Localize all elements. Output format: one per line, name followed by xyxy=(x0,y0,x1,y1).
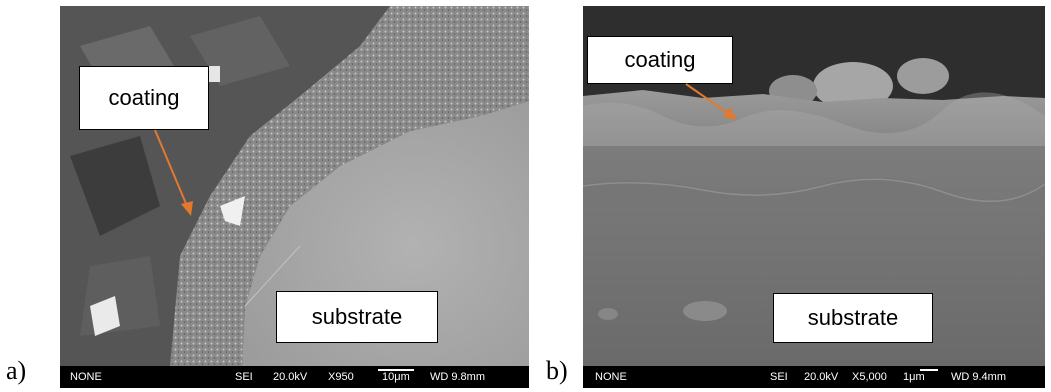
panel-b-letter: b) xyxy=(546,356,568,385)
substrate-label-b: substrate xyxy=(773,293,933,343)
info-bar-b: NONE SEI 20.0kV X5,000 1μm WD 9.4mm xyxy=(583,366,1045,388)
detector-label: SEI xyxy=(235,371,253,383)
scale-bar-label: 10μm xyxy=(382,371,410,383)
pointer-arrow-a xyxy=(154,129,193,216)
signal-label: NONE xyxy=(70,371,102,383)
panel-a-letter: a) xyxy=(6,356,27,385)
sem-image-a: coating substrate NONE SEI 20.0kV X950 1… xyxy=(60,6,529,388)
scale-bar-line xyxy=(378,369,414,371)
voltage-label: 20.0kV xyxy=(273,371,308,383)
working-distance-label: WD 9.8mm xyxy=(430,371,485,383)
magnification-label: X5,000 xyxy=(852,371,887,383)
coating-label-b: coating xyxy=(587,36,733,84)
magnification-label: X950 xyxy=(328,371,354,383)
scale-bar-line xyxy=(920,369,938,371)
working-distance-label: WD 9.4mm xyxy=(951,371,1006,383)
scale-bar-label: 1μm xyxy=(903,371,925,383)
sem-image-b: coating substrate NONE SEI 20.0kV X5,000… xyxy=(583,6,1045,388)
signal-label: NONE xyxy=(595,371,627,383)
detector-label: SEI xyxy=(770,371,788,383)
pointer-arrow-b xyxy=(685,83,737,120)
coating-label-a: coating xyxy=(79,66,209,130)
substrate-label-a: substrate xyxy=(276,291,438,343)
info-bar-a: NONE SEI 20.0kV X950 10μm WD 9.8mm xyxy=(60,366,529,388)
voltage-label: 20.0kV xyxy=(804,371,839,383)
